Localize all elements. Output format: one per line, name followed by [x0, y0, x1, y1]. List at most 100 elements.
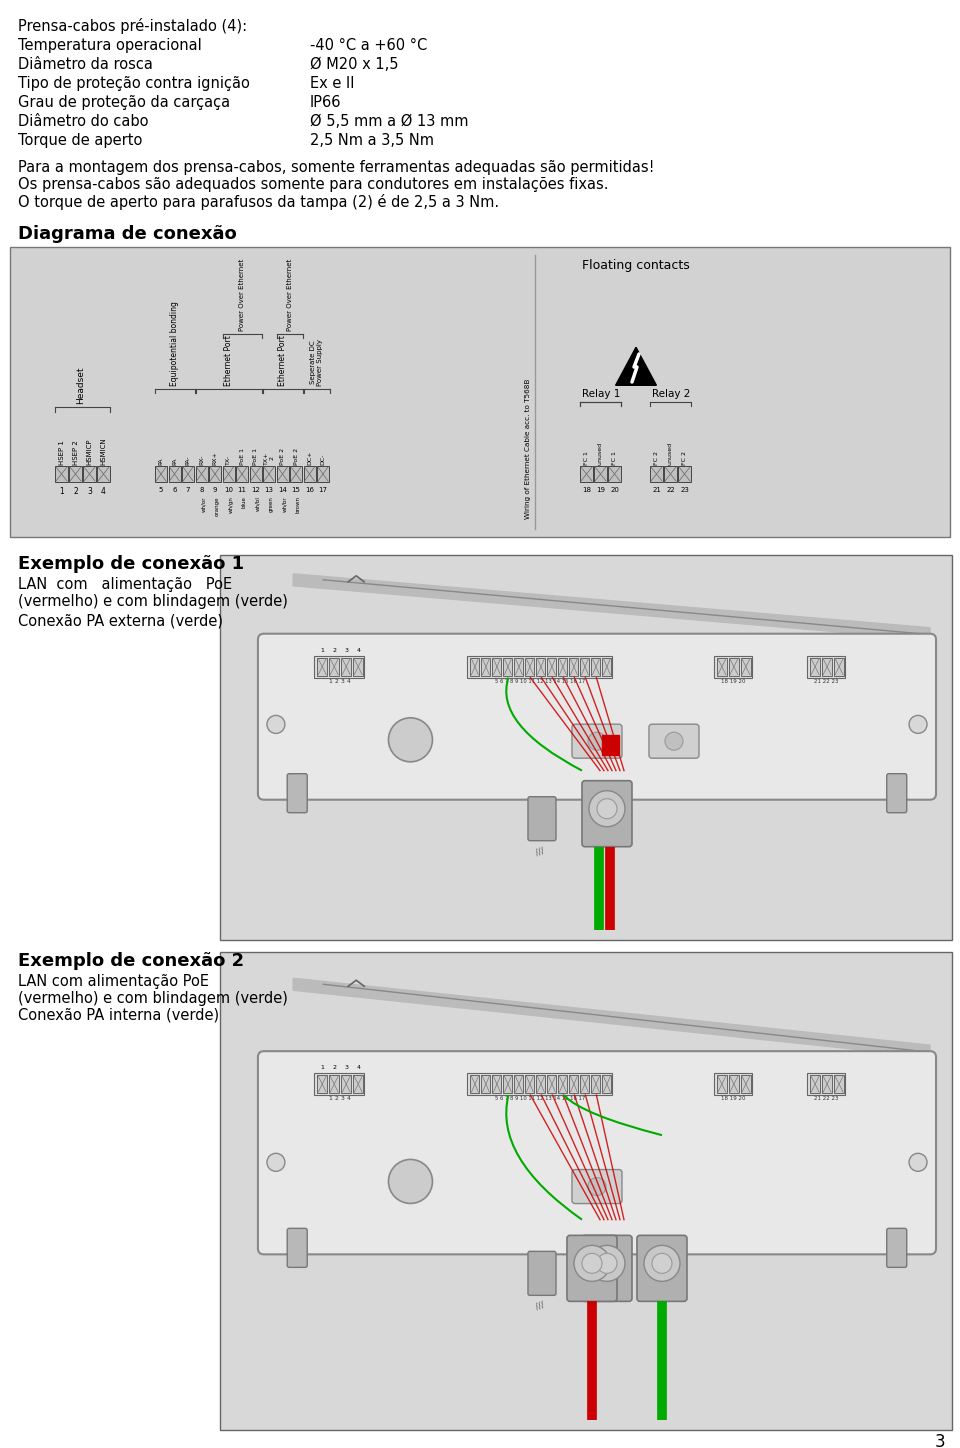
- Text: Tipo de proteção contra ignição: Tipo de proteção contra ignição: [18, 75, 250, 91]
- Bar: [569, 1076, 579, 1093]
- Bar: [155, 466, 167, 482]
- Bar: [569, 657, 579, 676]
- Bar: [97, 466, 110, 482]
- Text: Para a montagem dos prensa-cabos, somente ferramentas adequadas são permitidas!: Para a montagem dos prensa-cabos, soment…: [18, 159, 655, 175]
- Text: Conexão PA externa (verde): Conexão PA externa (verde): [18, 614, 223, 628]
- Circle shape: [389, 1160, 432, 1203]
- Bar: [559, 657, 567, 676]
- Text: O torque de aperto para parafusos da tampa (2) é de 2,5 a 3 Nm.: O torque de aperto para parafusos da tam…: [18, 194, 499, 210]
- Circle shape: [652, 1254, 672, 1273]
- Text: 1 2 3 4: 1 2 3 4: [329, 1096, 351, 1100]
- Polygon shape: [293, 979, 930, 1057]
- Text: 5 6 7 8 9 10 11 12 13 14 15 16 17: 5 6 7 8 9 10 11 12 13 14 15 16 17: [495, 679, 586, 683]
- FancyBboxPatch shape: [649, 724, 699, 759]
- Polygon shape: [602, 736, 619, 756]
- Bar: [220, 555, 952, 940]
- Text: Seperate DC
Power Supply: Seperate DC Power Supply: [310, 339, 323, 387]
- Text: 1: 1: [60, 487, 64, 497]
- Circle shape: [909, 1153, 927, 1171]
- Bar: [492, 657, 501, 676]
- Text: unused: unused: [668, 442, 673, 465]
- Bar: [341, 657, 351, 676]
- FancyBboxPatch shape: [582, 1235, 632, 1302]
- Text: Diâmetro do cabo: Diâmetro do cabo: [18, 114, 149, 129]
- Text: wh/bl: wh/bl: [255, 497, 260, 511]
- FancyBboxPatch shape: [258, 634, 936, 799]
- Text: 10: 10: [224, 487, 233, 492]
- Bar: [741, 1076, 751, 1093]
- Text: 2: 2: [332, 1066, 336, 1070]
- Bar: [537, 657, 545, 676]
- Text: RX+: RX+: [212, 452, 218, 465]
- Text: Relay 1: Relay 1: [582, 390, 620, 400]
- Bar: [69, 466, 82, 482]
- Text: 21: 21: [652, 487, 660, 492]
- Text: DC+: DC+: [307, 450, 312, 465]
- Circle shape: [589, 1245, 625, 1281]
- Bar: [353, 1076, 363, 1093]
- Bar: [317, 657, 327, 676]
- FancyBboxPatch shape: [528, 796, 556, 841]
- Bar: [810, 1076, 820, 1093]
- Bar: [329, 1076, 339, 1093]
- Text: blue: blue: [242, 497, 247, 508]
- Bar: [581, 1076, 589, 1093]
- Text: 12: 12: [252, 487, 260, 492]
- Circle shape: [597, 799, 617, 818]
- Text: 18 19 20: 18 19 20: [721, 679, 745, 683]
- Bar: [317, 466, 329, 482]
- Bar: [303, 466, 316, 482]
- Text: ///: ///: [534, 846, 545, 857]
- Circle shape: [588, 733, 606, 750]
- Bar: [714, 1073, 752, 1095]
- Text: Conexão PA interna (verde): Conexão PA interna (verde): [18, 1008, 219, 1022]
- Bar: [329, 657, 339, 676]
- Text: 9: 9: [213, 487, 217, 492]
- Text: 2: 2: [73, 487, 78, 497]
- Text: TX-: TX-: [226, 455, 231, 465]
- Text: wh/br: wh/br: [282, 497, 287, 511]
- Circle shape: [588, 1177, 606, 1196]
- Text: 13: 13: [265, 487, 274, 492]
- Text: 11: 11: [237, 487, 247, 492]
- Text: Ethernet Port: Ethernet Port: [278, 334, 287, 387]
- Text: PoE 1: PoE 1: [253, 447, 258, 465]
- FancyBboxPatch shape: [887, 1228, 907, 1267]
- Bar: [729, 1076, 739, 1093]
- Bar: [470, 657, 479, 676]
- Bar: [525, 657, 535, 676]
- Bar: [169, 466, 180, 482]
- Bar: [717, 1076, 727, 1093]
- Text: PoE 2: PoE 2: [280, 447, 285, 465]
- Bar: [603, 657, 612, 676]
- Bar: [515, 657, 523, 676]
- Text: 6: 6: [172, 487, 177, 492]
- Text: Power Over Ethernet: Power Over Ethernet: [239, 259, 245, 332]
- Text: 8: 8: [200, 487, 204, 492]
- Text: FC 2: FC 2: [682, 450, 687, 465]
- Bar: [834, 1076, 844, 1093]
- Text: 15: 15: [292, 487, 300, 492]
- Bar: [236, 466, 248, 482]
- Text: Temperatura operacional: Temperatura operacional: [18, 38, 202, 54]
- Text: HSEP 1: HSEP 1: [59, 440, 64, 465]
- Bar: [608, 466, 621, 482]
- Circle shape: [644, 1245, 680, 1281]
- Text: RX-: RX-: [199, 455, 204, 465]
- Text: Ø 5,5 mm a Ø 13 mm: Ø 5,5 mm a Ø 13 mm: [310, 114, 468, 129]
- Text: 21 22 23: 21 22 23: [814, 679, 838, 683]
- Text: Diâmetro da rosca: Diâmetro da rosca: [18, 56, 153, 72]
- Text: FC 2: FC 2: [654, 450, 659, 465]
- Text: 18: 18: [582, 487, 591, 492]
- Bar: [341, 1076, 351, 1093]
- Text: Power Over Ethernet: Power Over Ethernet: [286, 259, 293, 332]
- Bar: [591, 1076, 600, 1093]
- Text: Relay 2: Relay 2: [652, 390, 690, 400]
- Bar: [492, 1076, 501, 1093]
- Text: FC 1: FC 1: [584, 452, 589, 465]
- Text: wh/or: wh/or: [202, 497, 206, 511]
- Text: LAN  com   alimentação   PoE: LAN com alimentação PoE: [18, 576, 232, 592]
- Text: 2,5 Nm a 3,5 Nm: 2,5 Nm a 3,5 Nm: [310, 133, 434, 148]
- Text: Grau de proteção da carçaça: Grau de proteção da carçaça: [18, 96, 230, 110]
- Text: IP66: IP66: [310, 96, 342, 110]
